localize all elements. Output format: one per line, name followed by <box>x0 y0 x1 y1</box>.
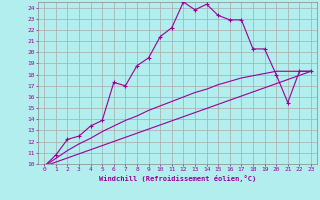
X-axis label: Windchill (Refroidissement éolien,°C): Windchill (Refroidissement éolien,°C) <box>99 175 256 182</box>
